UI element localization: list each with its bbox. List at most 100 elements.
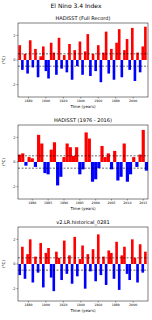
y-tick-label: 0 [13, 58, 15, 62]
bar [29, 239, 32, 264]
y-tick-label: 2 [13, 238, 15, 242]
bar [50, 43, 53, 60]
bar [71, 264, 74, 284]
x-tick-label: 1980 [112, 303, 120, 307]
bar [81, 60, 84, 75]
x-axis-label: Time (years) [69, 104, 96, 109]
reference-line [18, 66, 148, 67]
plot-frame [18, 227, 148, 301]
x-tick-label: 1980 [28, 201, 36, 205]
reference-line [18, 155, 148, 156]
bar [121, 60, 124, 77]
bars [18, 130, 148, 186]
bar [58, 258, 61, 264]
bar [131, 239, 134, 264]
bar [42, 264, 45, 287]
bar [89, 60, 92, 76]
y-tick-label: 0 [13, 160, 15, 164]
bar [28, 157, 31, 162]
bar [53, 142, 56, 162]
bar [131, 28, 134, 60]
bar [126, 39, 129, 60]
bar [47, 60, 50, 79]
bar [37, 60, 40, 77]
bar [79, 259, 82, 264]
bar [24, 162, 27, 166]
panel-title: HADISST (1976 - 2016) [54, 117, 112, 123]
bar [68, 255, 71, 264]
bar [139, 244, 142, 264]
reference-line [18, 168, 148, 169]
bar [141, 264, 144, 273]
bar [66, 264, 69, 274]
reference-line [18, 257, 148, 258]
panel-title: HADISST (Full Record) [56, 15, 111, 21]
bar [123, 50, 126, 60]
bar [107, 153, 110, 162]
bar [79, 42, 82, 61]
bar [97, 45, 100, 60]
bar [18, 45, 21, 60]
y-tick [17, 239, 19, 240]
bar [47, 248, 50, 264]
bar [60, 264, 63, 280]
bar [60, 60, 63, 69]
bar [110, 49, 113, 60]
figure-title: El Nino 3.4 Index [51, 2, 102, 9]
bar [128, 264, 131, 280]
y-tick [17, 60, 19, 61]
panel-title: v2.LR.historical_0281 [56, 219, 109, 226]
bar [100, 264, 103, 275]
bar [58, 38, 61, 60]
bar [136, 264, 139, 283]
bar [24, 54, 27, 60]
bar [85, 132, 88, 162]
bar [34, 49, 37, 60]
x-tick-label: 1990 [60, 201, 68, 205]
bar [94, 264, 97, 281]
y-tick [17, 84, 19, 85]
bar [115, 43, 118, 60]
bar [39, 56, 42, 60]
bar [68, 44, 71, 60]
plot-frame [18, 125, 148, 199]
y-tick [17, 288, 19, 289]
y-tick-label: -2 [12, 83, 16, 87]
bar [55, 60, 58, 75]
bar [72, 156, 75, 162]
x-tick-label: 1980 [112, 99, 120, 103]
bar [21, 153, 24, 162]
bar [141, 46, 144, 60]
panel: HADISST (1976 - 2016)1980198519901995200… [1, 117, 148, 211]
bar [45, 253, 48, 264]
bar [43, 162, 46, 173]
y-tick [17, 35, 19, 36]
bar [118, 29, 121, 60]
bar [69, 147, 72, 162]
y-tick [17, 162, 19, 163]
bars [18, 234, 148, 291]
bar [145, 162, 148, 171]
bar [29, 40, 32, 60]
plot-frame [18, 23, 148, 97]
bar [123, 144, 126, 163]
bar [105, 32, 108, 60]
bar [66, 144, 69, 163]
bar [21, 60, 24, 70]
x-tick-label: 1920 [59, 303, 67, 307]
x-tick-label: 1985 [44, 201, 52, 205]
y-tick-label: 2 [13, 34, 15, 38]
bar [26, 254, 29, 264]
x-tick-label: 1940 [77, 303, 85, 307]
x-tick-label: 2000 [129, 99, 137, 103]
bar [128, 60, 131, 70]
bar [105, 264, 108, 285]
x-tick-label: 1995 [76, 201, 84, 205]
bar [134, 60, 137, 81]
bar [110, 253, 113, 264]
y-tick [17, 186, 19, 187]
bar [132, 157, 135, 162]
x-tick-label: 1920 [59, 99, 67, 103]
bar [92, 54, 95, 60]
bar [73, 237, 76, 264]
